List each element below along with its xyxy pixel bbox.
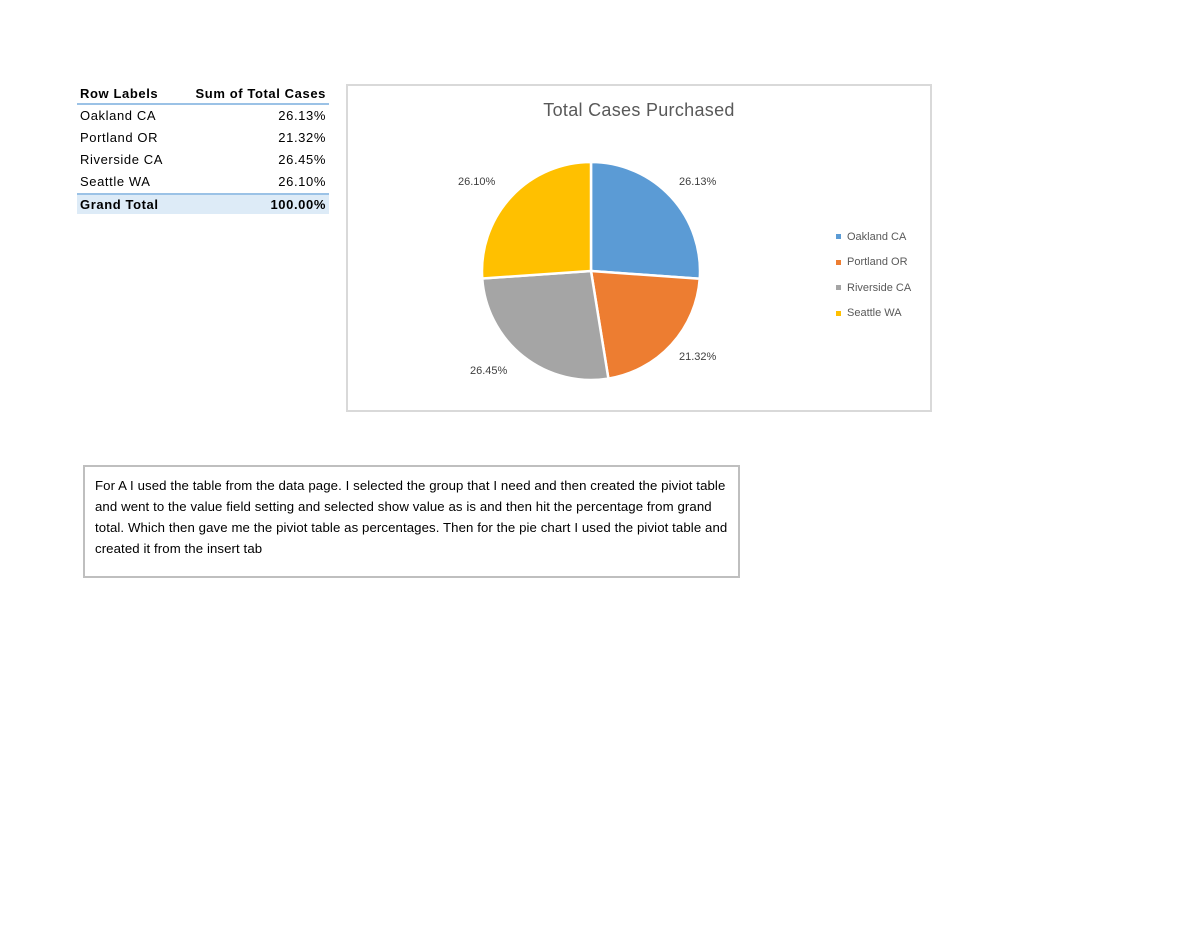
table-row: Riverside CA 26.45% <box>77 149 329 171</box>
legend-item-riverside[interactable]: Riverside CA <box>836 275 911 301</box>
legend-item-oakland[interactable]: Oakland CA <box>836 224 911 250</box>
row-label[interactable]: Riverside CA <box>80 152 164 167</box>
row-value[interactable]: 26.45% <box>278 152 326 167</box>
row-label[interactable]: Oakland CA <box>80 108 157 123</box>
row-value[interactable]: 26.13% <box>278 108 326 123</box>
legend-item-seattle[interactable]: Seattle WA <box>836 301 911 327</box>
data-label-portland: 21.32% <box>679 351 717 363</box>
data-label-seattle: 26.10% <box>458 176 496 188</box>
data-label-oakland: 26.13% <box>679 176 717 188</box>
legend-item-portland[interactable]: Portland OR <box>836 250 911 276</box>
legend-swatch-icon <box>836 310 841 316</box>
header-row-labels[interactable]: Row Labels <box>77 85 177 105</box>
table-row: Seattle WA 26.10% <box>77 171 329 194</box>
row-label[interactable]: Seattle WA <box>80 174 151 189</box>
legend-label: Portland OR <box>847 256 908 269</box>
pie-plot-area <box>480 160 702 382</box>
row-value[interactable]: 26.10% <box>278 174 326 189</box>
grand-total-label[interactable]: Grand Total <box>77 193 177 214</box>
legend-label: Oakland CA <box>847 230 907 243</box>
pie-slice-portland-or[interactable] <box>589 269 701 380</box>
row-label[interactable]: Portland OR <box>80 130 159 145</box>
data-label-riverside: 26.45% <box>470 365 508 377</box>
grand-total-value[interactable]: 100.00% <box>176 193 329 214</box>
legend-label: Seattle WA <box>847 307 902 320</box>
legend-swatch-icon <box>836 285 841 291</box>
chart-title: Total Cases Purchased <box>543 100 735 120</box>
explanation-text-box[interactable]: For A I used the table from the data pag… <box>83 465 740 578</box>
pie-slice-seattle-wa[interactable] <box>480 160 593 280</box>
grand-total-row: Grand Total 100.00% <box>77 193 329 214</box>
legend-swatch-icon <box>836 234 841 240</box>
pivot-header-row: Row Labels Sum of Total Cases <box>77 85 329 105</box>
pie-chart[interactable]: Total Cases Purchased 26.13% 21.32% 26.4… <box>346 84 932 412</box>
table-row: Oakland CA 26.13% <box>77 104 329 127</box>
table-row: Portland OR 21.32% <box>77 127 329 149</box>
chart-legend: Oakland CA Portland OR Riverside CA Seat… <box>836 224 911 326</box>
legend-swatch-icon <box>836 259 841 265</box>
legend-label: Riverside CA <box>847 281 912 294</box>
pie-slice-riverside-ca[interactable] <box>481 269 610 382</box>
pie-slice-oakland-ca[interactable] <box>589 160 702 280</box>
pivot-table: Row Labels Sum of Total Cases Oakland CA… <box>77 85 329 214</box>
row-value[interactable]: 21.32% <box>278 130 326 145</box>
header-sum-total-cases[interactable]: Sum of Total Cases <box>176 85 329 105</box>
